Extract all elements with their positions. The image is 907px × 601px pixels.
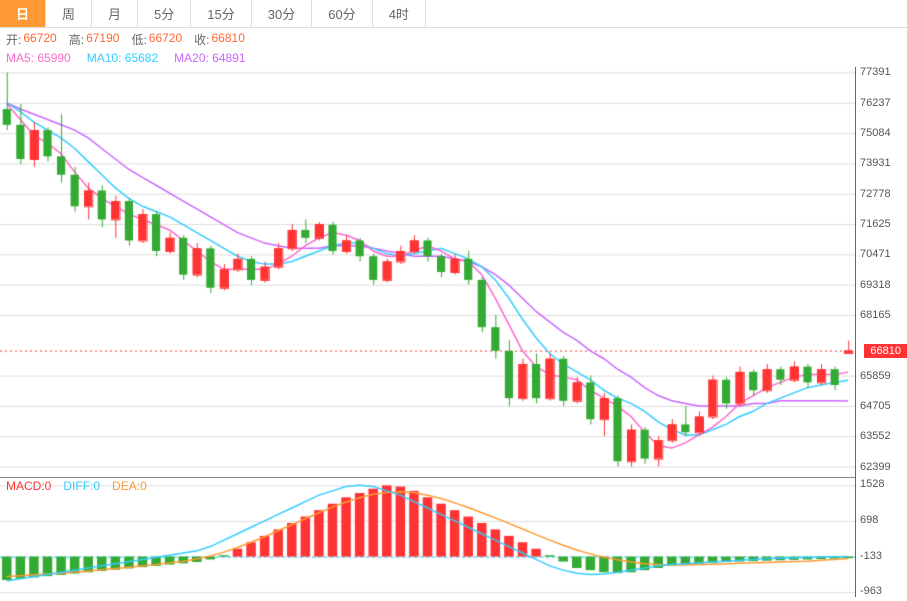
macd-y-axis: 1528 698 -133 -963 [855, 477, 907, 597]
ma20-label: MA20: [174, 51, 209, 65]
macd-info: MACD:0 DIFF:0 DEA:0 [6, 479, 147, 493]
current-price-tag: 66810 [864, 344, 907, 358]
ytick: 71625 [860, 218, 891, 230]
macd-label: MACD: [6, 479, 45, 493]
ytick: 1528 [860, 478, 884, 490]
tab-60分[interactable]: 60分 [312, 0, 372, 27]
tab-周[interactable]: 周 [46, 0, 92, 27]
ytick: 73931 [860, 157, 891, 169]
tab-30分[interactable]: 30分 [252, 0, 312, 27]
ma10-value: 65682 [125, 51, 158, 65]
ytick: 69318 [860, 279, 891, 291]
ohlc-bar: 开:66720 高:67190 低:66720 收:66810 [0, 28, 907, 51]
close-label: 收: [194, 31, 209, 48]
ytick: 72778 [860, 188, 891, 200]
close-value: 66810 [212, 31, 245, 48]
ma10-label: MA10: [87, 51, 122, 65]
ma5-value: 65990 [37, 51, 70, 65]
low-label: 低: [131, 31, 146, 48]
macd-chart[interactable] [0, 477, 855, 598]
dea-value: 0 [140, 479, 147, 493]
high-label: 高: [69, 31, 84, 48]
ma-bar: MA5: 65990 MA10: 65682 MA20: 64891 [0, 51, 907, 67]
dea-label: DEA: [112, 479, 140, 493]
main-chart-area[interactable]: 77391 76237 75084 73931 72778 71625 70471 69318… [0, 67, 907, 477]
ytick: 75084 [860, 127, 891, 139]
tab-4时[interactable]: 4时 [373, 0, 426, 27]
diff-label: DIFF: [63, 479, 93, 493]
tab-日[interactable]: 日 [0, 0, 46, 27]
ytick: -133 [860, 550, 882, 562]
open-value: 66720 [23, 31, 56, 48]
ytick: -963 [860, 585, 882, 597]
diff-value: 0 [93, 479, 100, 493]
ma20-value: 64891 [212, 51, 245, 65]
tab-5分[interactable]: 5分 [138, 0, 191, 27]
main-y-axis: 77391 76237 75084 73931 72778 71625 70471 69318… [855, 67, 907, 477]
timeframe-tabs: 日周月5分15分30分60分4时 [0, 0, 907, 28]
ytick: 68165 [860, 309, 891, 321]
ytick: 63552 [860, 430, 891, 442]
candlestick-chart[interactable] [0, 67, 855, 477]
low-value: 66720 [149, 31, 182, 48]
macd-value: 0 [45, 479, 52, 493]
ytick: 64705 [860, 400, 891, 412]
tab-15分[interactable]: 15分 [191, 0, 251, 27]
macd-chart-area[interactable]: MACD:0 DIFF:0 DEA:0 1528698-133-963 [0, 477, 907, 597]
open-label: 开: [6, 31, 21, 48]
ma5-label: MA5: [6, 51, 34, 65]
ytick: 698 [860, 514, 878, 526]
ytick: 77391 [860, 66, 891, 78]
high-value: 67190 [86, 31, 119, 48]
ytick: 70471 [860, 248, 891, 260]
tab-月[interactable]: 月 [92, 0, 138, 27]
ytick: 76237 [860, 97, 891, 109]
ytick: 65859 [860, 370, 891, 382]
ytick: 62399 [860, 461, 891, 473]
